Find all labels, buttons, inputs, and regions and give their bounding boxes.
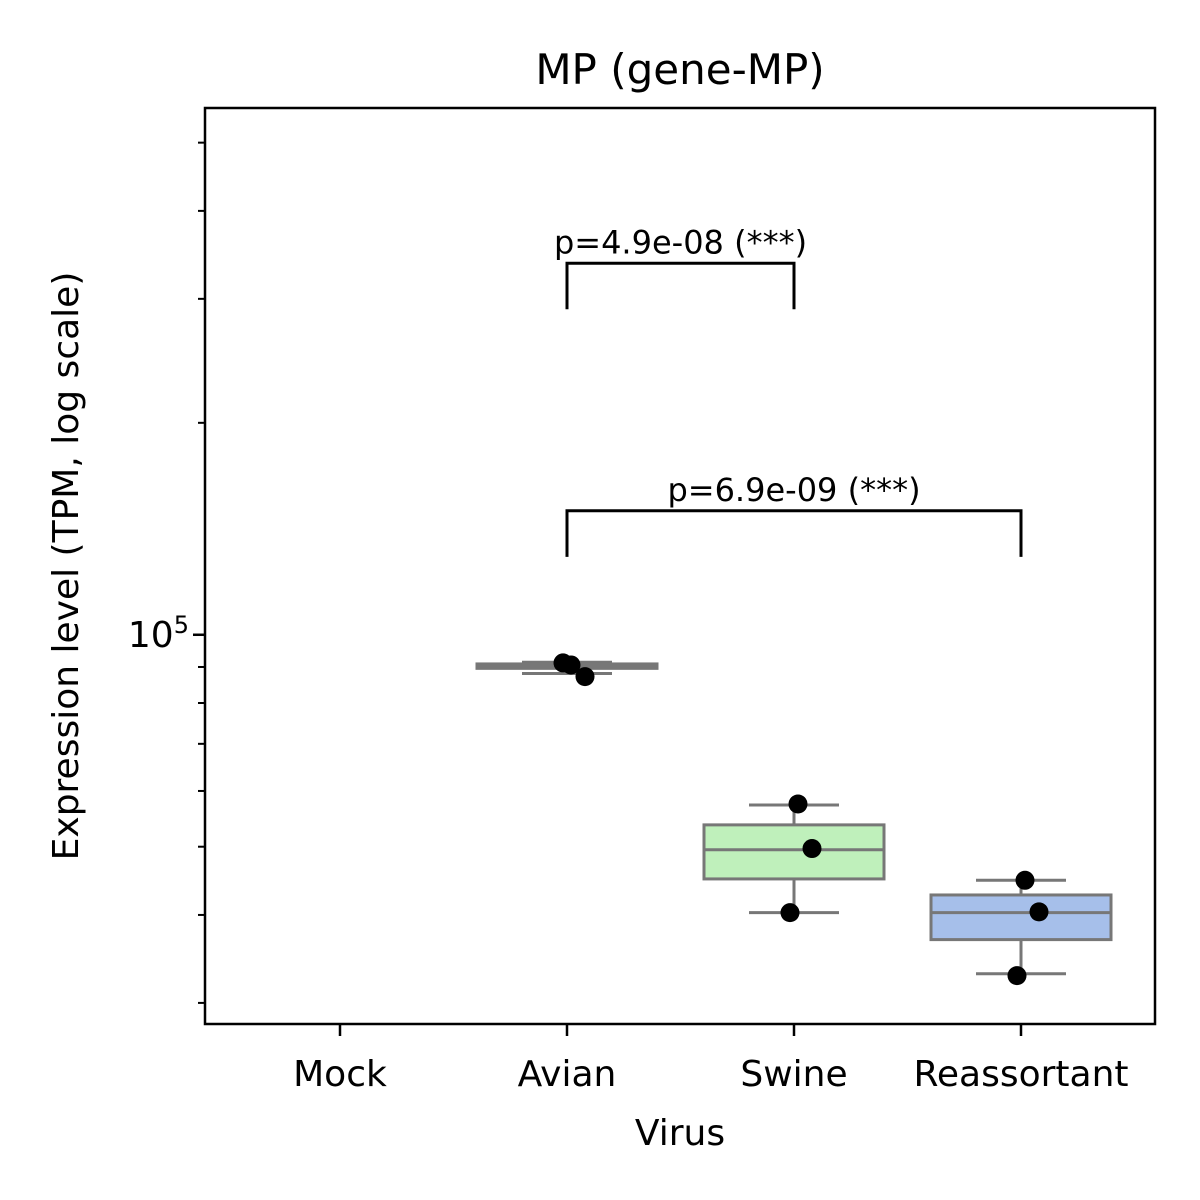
- data-point: [780, 903, 800, 923]
- x-axis-label: Virus: [635, 1113, 725, 1154]
- data-point: [1029, 902, 1049, 922]
- plot-frame: [203, 106, 1157, 1026]
- box-series: [475, 660, 1113, 976]
- y-axis: 105: [128, 141, 205, 1004]
- x-tick-label: Mock: [293, 1054, 387, 1095]
- significance-bracket: [565, 261, 796, 310]
- x-tick-label: Avian: [518, 1054, 617, 1095]
- significance-annotations: p=4.9e-08 (***) p=6.9e-09 (***): [554, 223, 1023, 557]
- data-points: [553, 653, 1049, 986]
- box-swine: [702, 803, 886, 915]
- data-point: [1015, 870, 1035, 890]
- box-body: [702, 823, 886, 881]
- x-axis: Mock Avian Swine Reassortant: [293, 1024, 1129, 1095]
- y-axis-label: Expression level (TPM, log scale): [46, 272, 87, 861]
- data-point: [802, 839, 822, 859]
- p-value-label: p=6.9e-09 (***): [667, 471, 920, 509]
- data-point: [575, 667, 595, 687]
- data-point: [1007, 966, 1027, 986]
- data-point: [788, 794, 808, 814]
- y-tick-label: 105: [128, 611, 189, 656]
- p-value-label: p=4.9e-08 (***): [554, 223, 807, 261]
- data-point: [553, 653, 573, 673]
- significance-bracket: [565, 509, 1023, 557]
- x-tick-label: Reassortant: [913, 1054, 1128, 1095]
- chart-title: MP (gene-MP): [535, 45, 824, 94]
- box-reassortant: [929, 878, 1113, 976]
- x-tick-label: Swine: [740, 1054, 847, 1095]
- box-body: [929, 893, 1113, 942]
